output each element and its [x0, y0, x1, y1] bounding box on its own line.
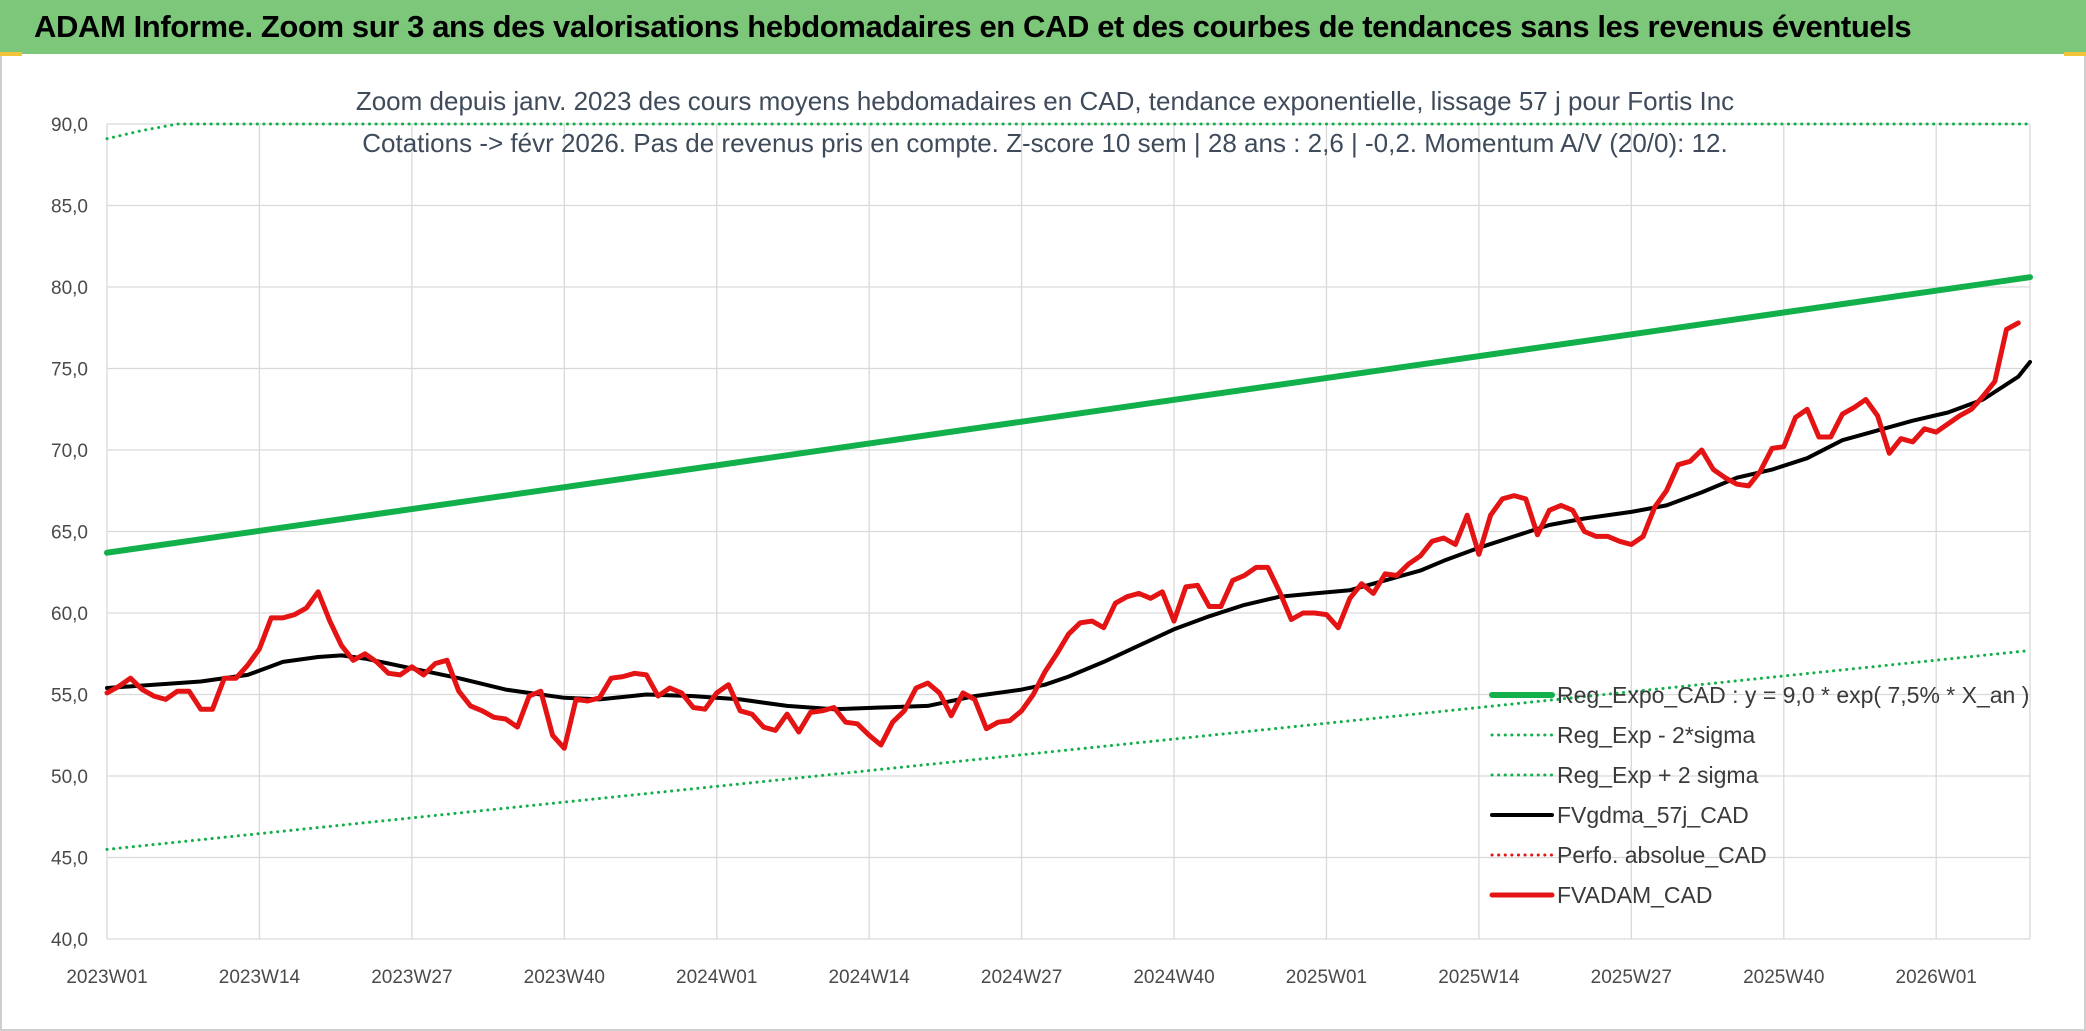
y-tick-label: 80,0 — [51, 278, 88, 299]
y-tick-label: 55,0 — [51, 686, 88, 707]
y-tick-label: 70,0 — [51, 441, 88, 462]
chart-title-line-2: Cotations -> févr 2026. Pas de revenus p… — [362, 128, 1727, 158]
x-tick-label: 2026W01 — [1896, 967, 1977, 988]
series-line-3 — [105, 360, 2032, 712]
x-tick-label: 2023W14 — [219, 967, 301, 988]
y-tick-label: 65,0 — [51, 523, 88, 544]
y-tick-label: 85,0 — [51, 197, 88, 218]
x-tick-label: 2024W01 — [676, 967, 757, 988]
chart-series — [104, 122, 2033, 851]
series-line-5 — [104, 320, 2021, 751]
x-tick-label: 2023W01 — [66, 967, 147, 988]
chart-title-line-1: Zoom depuis janv. 2023 des cours moyens … — [356, 86, 1734, 116]
chart-legend: Reg_Expo_CAD : y = 9,0 * exp( 7,5% * X_a… — [1489, 682, 2029, 908]
x-tick-label: 2024W27 — [981, 967, 1062, 988]
x-tick-label: 2025W01 — [1286, 967, 1367, 988]
legend-label: Reg_Exp + 2 sigma — [1557, 762, 1759, 788]
series-line-2 — [105, 122, 2032, 141]
x-tick-label: 2024W14 — [828, 967, 910, 988]
x-tick-label: 2025W27 — [1591, 967, 1672, 988]
legend-label: Perfo. absolue_CAD — [1557, 842, 1767, 868]
legend-label: FVADAM_CAD — [1557, 882, 1713, 908]
x-tick-label: 2025W40 — [1743, 967, 1824, 988]
y-tick-label: 90,0 — [51, 115, 88, 136]
legend-label: Reg_Expo_CAD : y = 9,0 * exp( 7,5% * X_a… — [1557, 682, 2029, 708]
y-tick-label: 50,0 — [51, 767, 88, 788]
legend-label: FVgdma_57j_CAD — [1557, 802, 1749, 828]
y-tick-label: 40,0 — [51, 930, 88, 951]
x-tick-label: 2023W27 — [371, 967, 452, 988]
legend-label: Reg_Exp - 2*sigma — [1557, 722, 1755, 748]
x-tick-label: 2023W40 — [524, 967, 605, 988]
x-tick-label: 2024W40 — [1133, 967, 1214, 988]
banner-accent-left — [0, 52, 22, 56]
y-tick-label: 60,0 — [51, 604, 88, 625]
series-line-1 — [105, 649, 2032, 851]
chart-title: Zoom depuis janv. 2023 des cours moyens … — [356, 86, 1734, 158]
page-title: ADAM Informe. Zoom sur 3 ans des valoris… — [0, 0, 2086, 54]
y-tick-label: 45,0 — [51, 849, 88, 870]
banner-accent-right — [2064, 52, 2086, 56]
y-axis-ticks: 40,0 45,0 50,0 55,0 60,0 65,0 70,0 75,0 80,0 85,0… — [51, 115, 88, 951]
x-tick-label: 2025W14 — [1438, 967, 1520, 988]
series-line-0 — [104, 274, 2033, 556]
x-axis-ticks: 2023W01 2023W14 2023W27 2023W40 2024W01 2024W… — [66, 967, 1977, 988]
y-tick-label: 75,0 — [51, 360, 88, 381]
